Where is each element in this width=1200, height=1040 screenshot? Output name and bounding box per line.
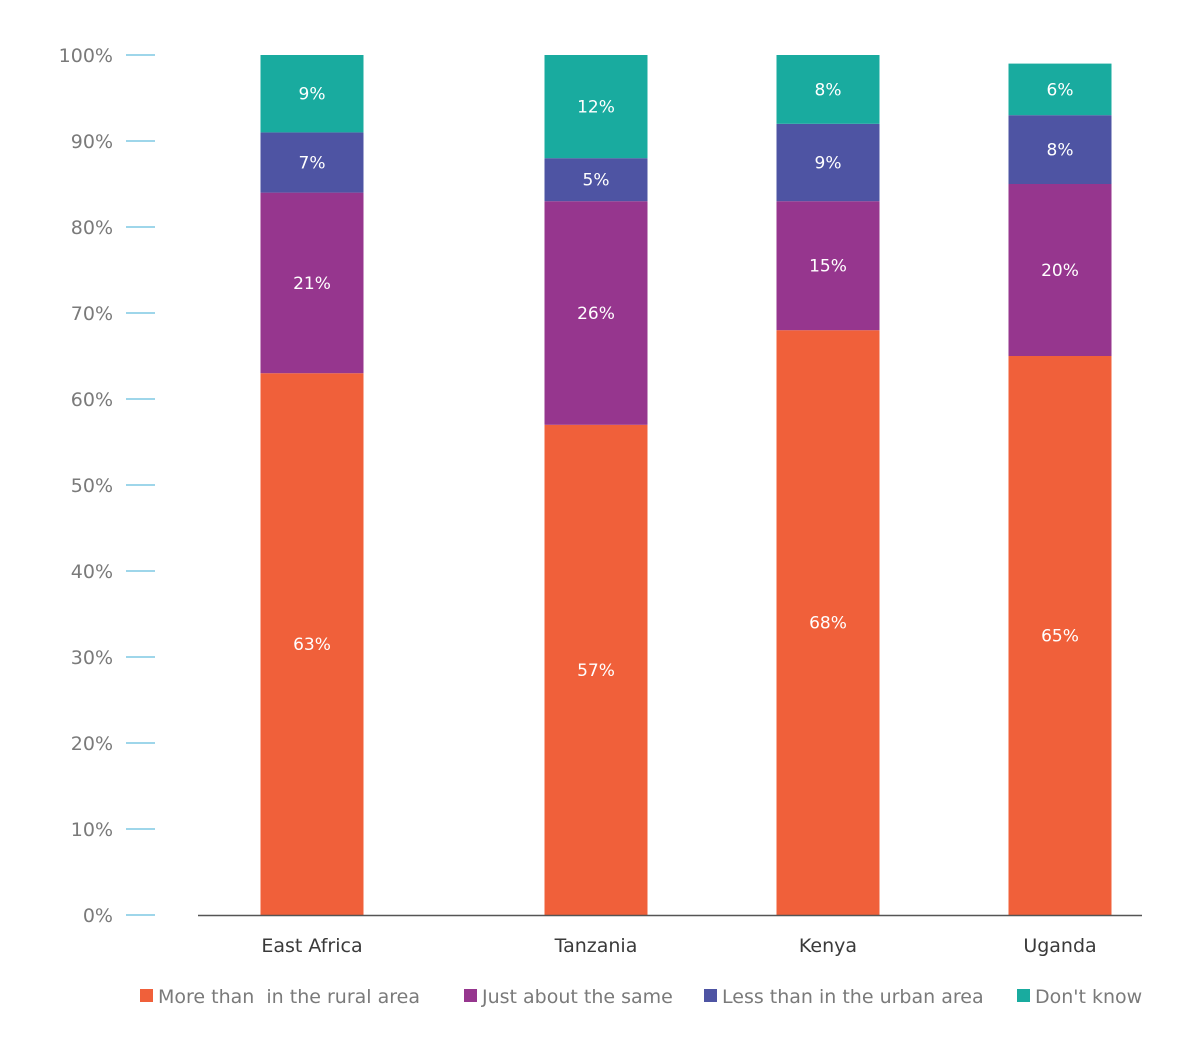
data-label: 7% [299,154,326,174]
data-label: 8% [1047,141,1074,161]
bar-segment [1008,63,1112,116]
data-label: 5% [583,171,610,191]
y-tick-label: 0% [83,905,113,927]
legend: More than in the rural area Just about th… [140,986,1142,1008]
bar-segment [260,373,364,915]
y-tick-label: 90% [71,131,113,153]
y-tick-label: 30% [71,647,113,669]
y-tick-label: 50% [71,475,113,497]
y-tick-label: 20% [71,733,113,755]
bar-segment [544,55,648,159]
y-tick-label: 40% [71,561,113,583]
data-label: 63% [293,635,331,655]
bar-segment [776,330,880,915]
legend-swatch [140,989,153,1002]
data-label: 9% [815,154,842,174]
legend-swatch [704,989,717,1002]
x-category-label: Kenya [799,935,857,957]
bars: 63%21%7%9%57%26%5%12%68%15%9%8%65%20%8%6… [260,55,1112,915]
legend-label: More than in the rural area [158,986,420,1008]
bar-segment [776,201,880,331]
legend-item: Just about the same [464,986,673,1008]
bar-segment [544,201,648,425]
legend-swatch [1017,989,1030,1002]
y-tick-label: 70% [71,303,113,325]
data-label: 57% [577,661,615,681]
data-label: 8% [815,80,842,100]
y-tick-label: 100% [59,45,113,67]
bar-segment [260,132,364,193]
legend-item: More than in the rural area [140,986,420,1008]
bar-segment [1008,184,1112,356]
legend-label: Don't know [1035,986,1142,1008]
bar-group: 57% 26% 5% 12% [544,55,648,915]
bar-segment [1008,356,1112,915]
x-category-label: Uganda [1023,935,1096,957]
bar-segment [1008,115,1112,184]
bar-segment [260,55,364,133]
bar-group: 68% 15% 9% 8% [776,55,880,915]
y-axis: 0% 10% 20% 30% 40% 50% 60% 70% 80% 90% 100% [59,45,155,927]
x-category-label: East Africa [261,935,362,957]
legend-item: Don't know [1017,986,1142,1008]
bar-group: 65% 20% 8% 6% [1008,63,1112,915]
data-label: 65% [1041,627,1079,647]
x-axis-labels: East Africa Tanzania Kenya Uganda [261,935,1096,957]
y-tick-label: 60% [71,389,113,411]
data-label: 26% [577,304,615,324]
y-tick-label: 80% [71,217,113,239]
data-label: 21% [293,274,331,294]
legend-label: Just about the same [481,986,673,1008]
data-label: 9% [299,85,326,105]
bar-segment [544,424,648,915]
legend-swatch [464,989,477,1002]
bar-group: 63% 21% 7% 9% [260,55,364,915]
x-category-label: Tanzania [554,935,638,957]
data-label: 20% [1041,261,1079,281]
data-label: 15% [809,257,847,277]
data-label: 6% [1047,80,1074,100]
data-label: 68% [809,614,847,634]
bar-segment [776,55,880,124]
bar-segment [544,158,648,202]
bar-segment [260,192,364,374]
legend-label: Less than in the urban area [722,986,984,1008]
y-tick-label: 10% [71,819,113,841]
data-label: 12% [577,98,615,118]
legend-item: Less than in the urban area [704,986,984,1008]
bar-segment [776,123,880,202]
